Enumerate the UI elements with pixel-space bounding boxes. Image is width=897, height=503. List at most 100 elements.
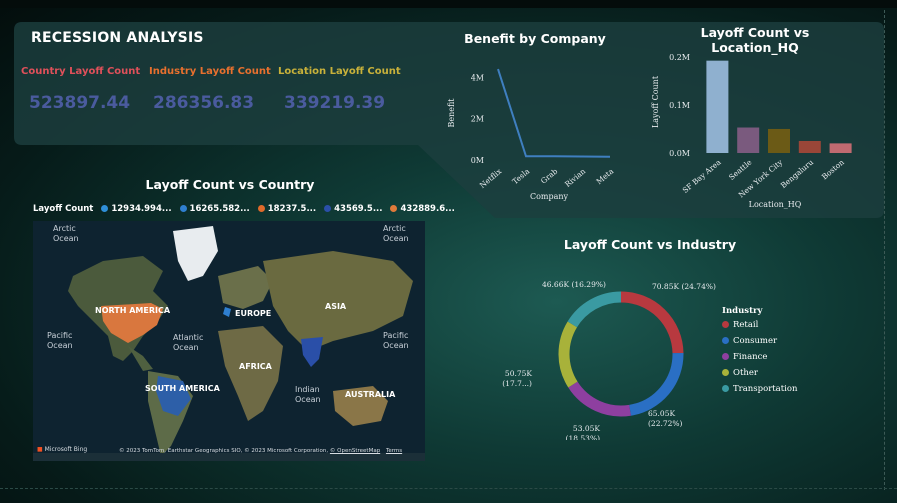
europe-label: EUROPE — [235, 309, 272, 318]
y-axis-label: Layoff Count — [651, 75, 660, 128]
industry-slice[interactable] — [558, 321, 578, 388]
europe-highlight — [223, 307, 231, 317]
atlantic-ocean-label: Atlantic Ocean — [173, 333, 204, 352]
x-tick-label: Boston — [820, 158, 846, 182]
south-america-label: SOUTH AMERICA — [145, 384, 220, 393]
x-tick-label: Seattle — [727, 157, 754, 182]
world-map[interactable]: Arctic Ocean Arctic Ocean NORTH AMERICA … — [33, 221, 425, 461]
industry-donut-chart: 70.85K (24.74%) 65.05K (22.72%) 53.05K (18.5… — [502, 280, 716, 440]
arctic-ocean-label: Arctic Ocean — [53, 224, 79, 243]
map-title: Layoff Count vs Country — [145, 177, 315, 192]
asia-label: ASIA — [325, 302, 347, 311]
legend-dot-icon — [179, 205, 187, 212]
greenland-landmass — [173, 226, 218, 281]
y-tick-label: 2M — [471, 115, 484, 124]
x-tick-label: Netflix — [478, 166, 504, 190]
benefit-series-line[interactable] — [497, 68, 611, 158]
industry-legend-item[interactable]: Other — [722, 368, 797, 378]
slice-label: 53.05K (18.53%) — [566, 424, 601, 440]
x-tick-label: Grab — [539, 167, 559, 186]
asia-landmass — [263, 251, 413, 351]
location-bar[interactable] — [829, 143, 852, 153]
y-axis-label: Benefit — [447, 98, 456, 128]
location-bar[interactable] — [768, 128, 790, 153]
legend-dot-icon — [324, 205, 332, 212]
x-axis-label: Location_HQ — [749, 200, 802, 209]
industry-legend: Industry Retail Consumer Finance Other Trans… — [722, 306, 797, 400]
location-bar-chart: 0.0M 0.1M 0.2M Layoff Count SF Bay Area Seatt… — [651, 53, 852, 209]
map-legend-item[interactable]: 43569.5... — [324, 204, 383, 214]
usa-highlight — [101, 303, 163, 343]
pacific-ocean-label: Pacific Ocean — [47, 331, 73, 350]
y-tick-label: 4M — [471, 73, 484, 82]
north-america-label: NORTH AMERICA — [95, 306, 171, 315]
x-tick-label: Bengaluru — [779, 158, 815, 191]
location-chart-title: Layoff Count vs Location_HQ — [700, 25, 810, 55]
kpi-industry-value: 286356.83 — [153, 93, 255, 113]
legend-dot-icon — [722, 385, 729, 392]
australia-landmass — [333, 386, 388, 426]
legend-dot-icon — [390, 205, 398, 212]
industry-legend-item[interactable]: Consumer — [722, 336, 797, 346]
location-bar[interactable] — [798, 140, 821, 153]
location-bar[interactable] — [737, 127, 760, 153]
legend-dot-icon — [722, 337, 729, 344]
industry-legend-item[interactable]: Transportation — [722, 384, 797, 394]
africa-landmass — [218, 326, 283, 421]
location-bar[interactable] — [706, 60, 729, 153]
map-attribution: © 2023 TomTom, Earthstar Geographics SIO… — [119, 448, 403, 454]
industry-legend-item[interactable]: Finance — [722, 352, 797, 362]
map-legend-title: Layoff Count — [33, 204, 94, 214]
world-map-graphic — [33, 221, 425, 461]
benefit-chart-title: Benefit by Company — [464, 31, 606, 46]
africa-label: AFRICA — [239, 362, 272, 371]
antarctica-band — [33, 453, 425, 461]
industry-slice[interactable] — [567, 291, 622, 328]
industry-slice[interactable] — [568, 381, 631, 417]
central-america-landmass — [128, 346, 153, 371]
kpi-country-value: 523897.44 — [29, 93, 131, 113]
x-tick-label: SF Bay Area — [681, 157, 723, 195]
slice-label: 65.05K (22.72%) — [648, 409, 683, 428]
pacific-ocean-label-right: Pacific Ocean — [383, 331, 409, 350]
map-legend-item[interactable]: 432889.6... — [390, 204, 455, 214]
map-legend-item[interactable]: 18237.5... — [257, 204, 316, 214]
legend-dot-icon — [722, 369, 729, 376]
arctic-ocean-label-right: Arctic Ocean — [383, 224, 409, 243]
brazil-highlight — [156, 376, 191, 416]
kpi-location-label: Location Layoff Count — [278, 66, 401, 77]
bing-logo: ■ Microsoft Bing — [37, 446, 88, 453]
map-legend-item[interactable]: 12934.994... — [101, 204, 172, 214]
europe-landmass — [218, 266, 273, 309]
industry-slice[interactable] — [620, 291, 684, 354]
australia-label: AUSTRALIA — [345, 390, 396, 399]
y-tick-label: 0M — [471, 156, 484, 165]
legend-dot-icon — [101, 205, 109, 212]
kpi-country-label: Country Layoff Count — [21, 66, 141, 77]
india-highlight — [301, 337, 323, 367]
industry-legend-title: Industry — [722, 306, 763, 316]
page-title: RECESSION ANALYSIS — [31, 30, 204, 46]
benefit-line-chart: 0M 2M 4M Benefit Netflix Tesla Grab Rivian Meta C… — [447, 68, 616, 201]
slice-label: 70.85K (24.74%) — [652, 282, 716, 291]
openstreetmap-link[interactable]: © OpenStreetMap — [329, 448, 381, 454]
map-legend-item[interactable]: 16265.582... — [179, 204, 250, 214]
map-legend: Layoff Count 12934.994... 16265.582... 1… — [33, 204, 460, 214]
kpi-industry-label: Industry Layoff Count — [149, 66, 271, 77]
kpi-location-value: 339219.39 — [284, 93, 386, 113]
industry-legend-item[interactable]: Retail — [722, 320, 797, 330]
slice-label: 46.66K (16.29%) — [542, 280, 606, 289]
y-tick-label: 0.1M — [669, 101, 690, 110]
industry-slice[interactable] — [628, 352, 684, 416]
x-tick-label: Meta — [594, 166, 615, 186]
legend-dot-icon — [257, 205, 265, 212]
indian-ocean-label: Indian Ocean — [295, 385, 321, 404]
industry-chart-title: Layoff Count vs Industry — [563, 237, 737, 252]
y-tick-label: 0.0M — [669, 149, 690, 158]
top-panel — [14, 22, 884, 218]
x-tick-label: Tesla — [511, 166, 532, 186]
legend-dot-icon — [722, 353, 729, 360]
terms-link[interactable]: Terms — [385, 448, 403, 454]
x-axis-label: Company — [530, 192, 569, 201]
x-tick-label: Rivian — [563, 167, 587, 189]
